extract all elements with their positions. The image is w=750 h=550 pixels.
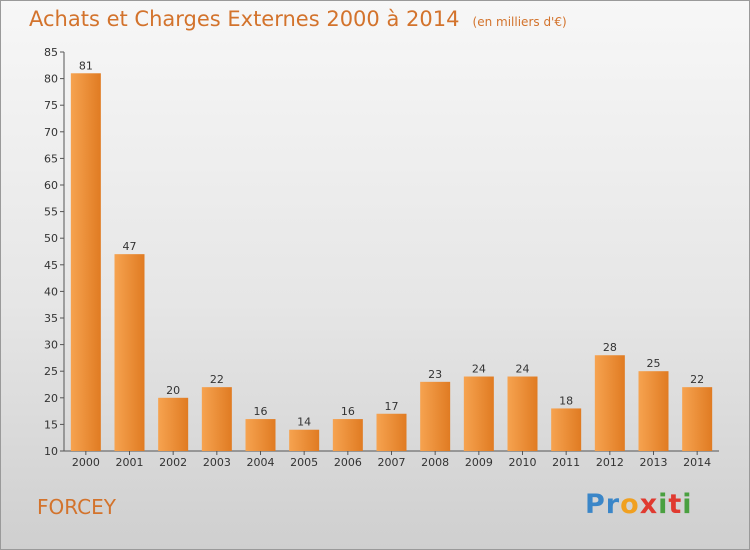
logo-letter: o xyxy=(620,489,640,520)
bar xyxy=(70,73,101,451)
data-label: 14 xyxy=(297,416,311,429)
y-tick-label: 65 xyxy=(44,152,58,165)
data-label: 22 xyxy=(210,373,224,386)
bar xyxy=(201,387,232,451)
y-tick-label: 20 xyxy=(44,392,58,405)
bar xyxy=(420,381,451,451)
data-label: 24 xyxy=(472,363,486,376)
x-tick-label: 2013 xyxy=(640,456,668,469)
data-label: 22 xyxy=(690,373,704,386)
data-label: 81 xyxy=(79,59,93,72)
commune-name: FORCEY xyxy=(37,495,116,519)
x-tick-label: 2011 xyxy=(552,456,580,469)
chart-title-main: Achats et Charges Externes 2000 à 2014 xyxy=(29,7,460,31)
bars xyxy=(70,73,713,451)
bar xyxy=(245,419,276,451)
y-tick-label: 30 xyxy=(44,339,58,352)
x-tick-label: 2001 xyxy=(116,456,144,469)
logo-letter: i xyxy=(658,489,669,520)
y-tick-label: 45 xyxy=(44,259,58,272)
y-tick-label: 25 xyxy=(44,365,58,378)
chart-title-unit: (en milliers d'€) xyxy=(472,15,567,29)
chart-title: Achats et Charges Externes 2000 à 2014 (… xyxy=(29,7,567,31)
logo-letter: P xyxy=(585,489,606,520)
data-label: 24 xyxy=(516,363,530,376)
y-tick-label: 15 xyxy=(44,418,58,431)
y-tick-label: 10 xyxy=(44,445,58,458)
x-tick-label: 2008 xyxy=(421,456,449,469)
logo-letter: r xyxy=(605,489,621,520)
data-label: 20 xyxy=(166,384,180,397)
x-tick-label: 2007 xyxy=(378,456,406,469)
data-label: 47 xyxy=(123,240,137,253)
data-label: 16 xyxy=(254,405,268,418)
y-tick-label: 35 xyxy=(44,312,58,325)
axes: 10 15 20 25 30 35 40 45 50 55 60 65 70 75 80 85 2000 2001… xyxy=(44,46,719,469)
x-tick-label: 2010 xyxy=(509,456,537,469)
bar xyxy=(682,387,713,451)
bar xyxy=(507,376,538,451)
bar xyxy=(332,419,363,451)
data-label: 18 xyxy=(559,394,573,407)
bar xyxy=(551,408,582,451)
x-tick-label: 2014 xyxy=(683,456,711,469)
bar xyxy=(114,254,145,451)
y-tick-label: 50 xyxy=(44,232,58,245)
x-tick-label: 2000 xyxy=(72,456,100,469)
logo-letter: i xyxy=(682,489,693,520)
y-tick-label: 40 xyxy=(44,285,58,298)
logo-letter: x xyxy=(639,489,659,520)
x-tick-label: 2012 xyxy=(596,456,624,469)
bar xyxy=(289,429,320,451)
bar xyxy=(463,376,494,451)
y-tick-label: 80 xyxy=(44,73,58,86)
x-tick-label: 2002 xyxy=(159,456,187,469)
proxiti-logo: Proxiti xyxy=(585,489,693,520)
data-label: 17 xyxy=(385,400,399,413)
logo-letter: t xyxy=(668,489,683,520)
x-tick-label: 2003 xyxy=(203,456,231,469)
x-tick-label: 2005 xyxy=(290,456,318,469)
data-label: 28 xyxy=(603,341,617,354)
y-tick-label: 60 xyxy=(44,179,58,192)
data-label: 25 xyxy=(647,357,661,370)
x-tick-label: 2004 xyxy=(247,456,275,469)
data-label: 16 xyxy=(341,405,355,418)
y-tick-label: 85 xyxy=(44,46,58,59)
bar xyxy=(376,413,407,451)
data-label: 23 xyxy=(428,368,442,381)
data-labels: 81 47 20 22 16 14 16 17 23 24 24 18 28 25 22 xyxy=(79,59,704,428)
bar xyxy=(158,397,189,451)
bar xyxy=(638,371,669,451)
bar xyxy=(594,355,625,451)
y-tick-label: 70 xyxy=(44,126,58,139)
x-tick-label: 2006 xyxy=(334,456,362,469)
x-tick-label: 2009 xyxy=(465,456,493,469)
y-tick-label: 55 xyxy=(44,206,58,219)
y-tick-label: 75 xyxy=(44,99,58,112)
